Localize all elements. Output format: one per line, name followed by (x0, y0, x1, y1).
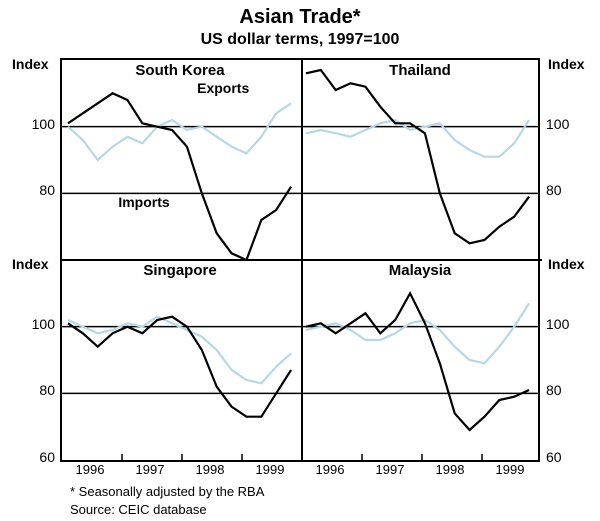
chart-title: Asian Trade* (0, 0, 600, 29)
exports-label: Exports (197, 80, 249, 96)
x-tick: 1999 (496, 462, 525, 477)
axis-label: Index (12, 56, 49, 72)
panel-singapore (62, 260, 300, 460)
x-tick: 1999 (256, 462, 285, 477)
footnote-2: Source: CEIC database (70, 502, 207, 517)
imports-label: Imports (118, 194, 169, 210)
x-tick: 1997 (136, 462, 165, 477)
panel-malaysia (300, 260, 538, 460)
exports-line (68, 103, 291, 160)
y-tick: 80 (5, 382, 55, 398)
panel-title-south_korea: South Korea (135, 62, 224, 79)
y-tick: 100 (546, 316, 596, 332)
x-tick: 1998 (196, 462, 225, 477)
chart-grid (60, 58, 540, 462)
footnote-1: * Seasonally adjusted by the RBA (70, 484, 264, 499)
y-tick: 60 (5, 449, 55, 465)
chart-container: Asian Trade* US dollar terms, 1997=100 *… (0, 0, 600, 521)
axis-label: Index (12, 256, 49, 272)
chart-subtitle: US dollar terms, 1997=100 (0, 31, 600, 49)
panel-south_korea (62, 60, 300, 260)
axis-label: Index (548, 256, 585, 272)
x-tick: 1996 (316, 462, 345, 477)
imports-line (68, 93, 291, 260)
exports-line (306, 120, 529, 157)
y-tick: 80 (546, 382, 596, 398)
panel-title-thailand: Thailand (389, 62, 451, 79)
panel-thailand (300, 60, 538, 260)
y-tick: 60 (546, 449, 596, 465)
y-tick: 100 (5, 316, 55, 332)
axis-label: Index (548, 56, 585, 72)
x-tick: 1997 (376, 462, 405, 477)
x-tick: 1996 (76, 462, 105, 477)
y-tick: 100 (5, 116, 55, 132)
x-tick: 1998 (436, 462, 465, 477)
y-tick: 80 (5, 182, 55, 198)
y-tick: 100 (546, 116, 596, 132)
imports-line (306, 293, 529, 430)
exports-line (306, 303, 529, 363)
panel-title-malaysia: Malaysia (389, 262, 452, 279)
y-tick: 80 (546, 182, 596, 198)
panel-title-singapore: Singapore (143, 262, 216, 279)
